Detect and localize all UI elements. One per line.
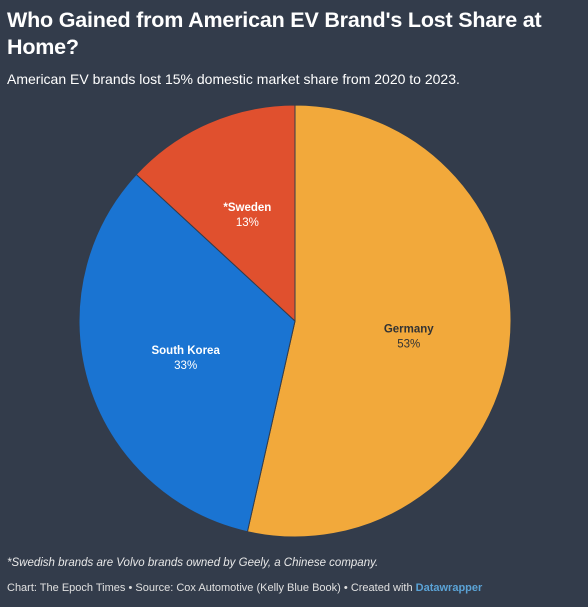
footnote: *Swedish brands are Volvo brands owned b… — [7, 557, 379, 569]
credit-separator: • — [128, 582, 133, 594]
slice-label-sweden: *Sweden 13% — [223, 202, 271, 229]
pie-slice-south-korea — [78, 173, 296, 533]
pie-slices — [78, 104, 512, 538]
pie-labels: Germany 53% South Korea 33% *Sweden 13% — [151, 202, 434, 372]
chart-title: Who Gained from American EV Brand's Lost… — [7, 8, 542, 59]
slice-label-south-korea: South Korea 33% — [151, 345, 220, 372]
credit-created: Created with — [350, 582, 413, 594]
pie-slice-germany — [246, 104, 512, 538]
pie-slice-sweden — [135, 104, 296, 323]
credit-chart: Chart: The Epoch Times — [7, 582, 126, 594]
slice-label-germany: Germany 53% — [384, 324, 434, 351]
credits: Chart: The Epoch Times • Source: Cox Aut… — [7, 582, 482, 594]
datawrapper-link[interactable]: Datawrapper — [415, 582, 483, 594]
credit-separator: • — [343, 582, 348, 594]
chart-subtitle: American EV brands lost 15% domestic mar… — [7, 71, 460, 87]
credit-source: Source: Cox Automotive (Kelly Blue Book) — [135, 582, 341, 594]
